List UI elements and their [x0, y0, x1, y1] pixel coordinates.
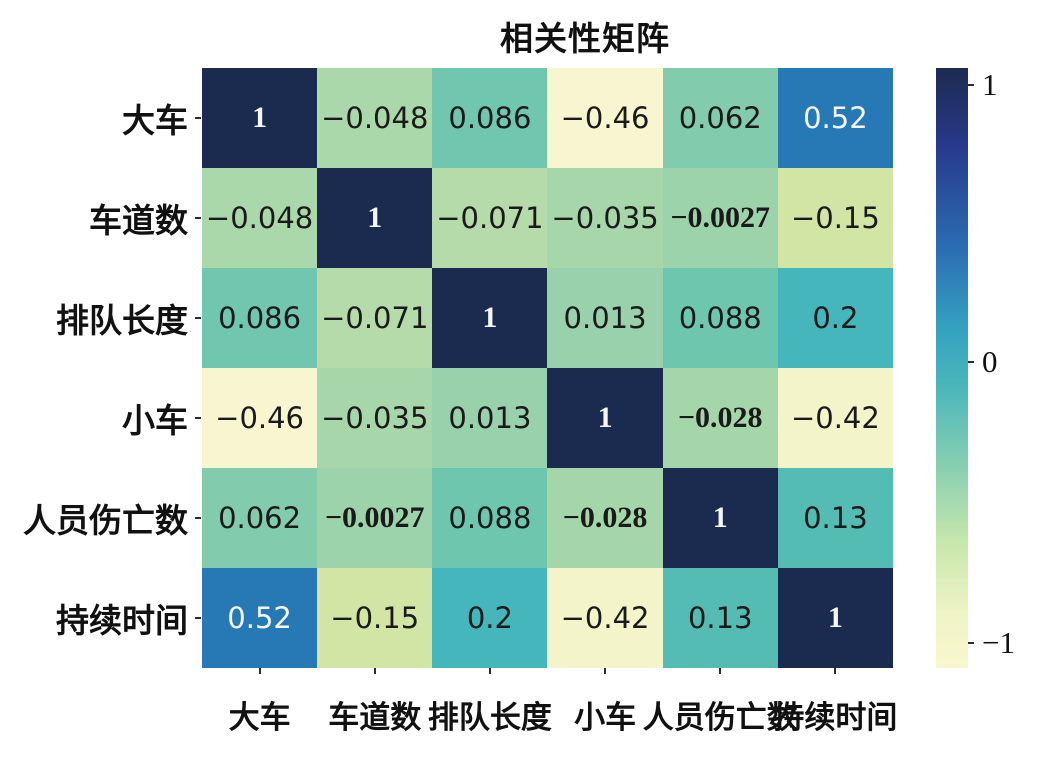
heatmap-cell-排队长度-车道数: −0.071 — [317, 268, 433, 368]
y-axis-tick — [195, 317, 201, 319]
heatmap-cell-持续时间-排队长度: 0.2 — [432, 568, 548, 668]
heatmap-cell-持续时间-大车: 0.52 — [202, 568, 318, 668]
x-axis-label-排队长度: 排队长度 — [427, 700, 552, 735]
x-axis-tick — [834, 668, 837, 674]
x-axis-label-大车: 大车 — [228, 700, 291, 735]
y-axis-label-排队长度: 排队长度 — [56, 304, 188, 340]
heatmap-cell-人员伤亡数-持续时间: 0.13 — [777, 468, 893, 568]
x-axis-tick — [719, 668, 722, 674]
heatmap-cell-车道数-车道数: 1 — [317, 168, 433, 268]
chart-title: 相关性矩阵 — [500, 22, 670, 58]
colorbar-tick-label-min: −1 — [982, 625, 1015, 660]
heatmap-cell-大车-大车: 1 — [202, 68, 318, 168]
heatmap-cell-排队长度-大车: 0.086 — [202, 268, 318, 368]
heatmap-cell-小车-小车: 1 — [547, 368, 663, 468]
heatmap-cell-小车-持续时间: −0.42 — [777, 368, 893, 468]
y-axis-label-持续时间: 持续时间 — [56, 604, 188, 640]
colorbar-tick-label-zero: 0 — [982, 344, 998, 379]
heatmap-cell-持续时间-人员伤亡数: 0.13 — [662, 568, 778, 668]
heatmap-cell-小车-车道数: −0.035 — [317, 368, 433, 468]
y-axis-label-人员伤亡数: 人员伤亡数 — [23, 504, 188, 540]
heatmap-cell-持续时间-车道数: −0.15 — [317, 568, 433, 668]
x-axis-tick — [258, 668, 261, 674]
colorbar-tick — [968, 642, 974, 644]
x-axis-tick — [373, 668, 376, 674]
x-axis-label-持续时间: 持续时间 — [773, 700, 898, 735]
heatmap-cell-排队长度-持续时间: 0.2 — [777, 268, 893, 368]
heatmap-cell-车道数-人员伤亡数: −0.0027 — [662, 168, 778, 268]
y-axis-tick — [195, 517, 201, 519]
heatmap-cell-大车-小车: −0.46 — [547, 68, 663, 168]
x-axis-label-人员伤亡数: 人员伤亡数 — [642, 700, 798, 735]
x-axis-tick — [604, 668, 607, 674]
y-axis-label-车道数: 车道数 — [89, 204, 188, 240]
heatmap-cell-车道数-持续时间: −0.15 — [777, 168, 893, 268]
y-axis-tick — [195, 117, 201, 119]
heatmap-cell-大车-持续时间: 0.52 — [777, 68, 893, 168]
heatmap-cell-人员伤亡数-小车: −0.028 — [547, 468, 663, 568]
heatmap-cell-排队长度-排队长度: 1 — [432, 268, 548, 368]
y-axis-label-小车: 小车 — [122, 404, 188, 440]
heatmap-cell-持续时间-持续时间: 1 — [777, 568, 893, 668]
heatmap-cell-人员伤亡数-大车: 0.062 — [202, 468, 318, 568]
heatmap-cell-持续时间-小车: −0.42 — [547, 568, 663, 668]
y-axis-tick — [195, 617, 201, 619]
heatmap-cell-大车-车道数: −0.048 — [317, 68, 433, 168]
heatmap-cell-排队长度-小车: 0.013 — [547, 268, 663, 368]
heatmap-cell-小车-人员伤亡数: −0.028 — [662, 368, 778, 468]
heatmap-cell-人员伤亡数-人员伤亡数: 1 — [662, 468, 778, 568]
y-axis-tick — [195, 217, 201, 219]
heatmap-cell-车道数-小车: −0.035 — [547, 168, 663, 268]
x-axis-label-车道数: 车道数 — [328, 700, 422, 735]
heatmap-grid: 1 −0.048 0.086 −0.46 0.062 0.52 −0.048 1 −0.071−… — [202, 68, 893, 668]
colorbar-tick — [968, 84, 974, 86]
heatmap-cell-大车-人员伤亡数: 0.062 — [662, 68, 778, 168]
colorbar — [936, 68, 968, 668]
y-axis-label-大车: 大车 — [122, 104, 188, 140]
heatmap-cell-人员伤亡数-车道数: −0.0027 — [317, 468, 433, 568]
colorbar-tick-label-max: 1 — [982, 67, 998, 102]
heatmap-cell-小车-排队长度: 0.013 — [432, 368, 548, 468]
y-axis-tick — [195, 417, 201, 419]
heatmap-cell-大车-排队长度: 0.086 — [432, 68, 548, 168]
x-axis-label-小车: 小车 — [574, 700, 637, 735]
colorbar-tick — [968, 361, 974, 363]
x-axis-tick — [488, 668, 491, 674]
heatmap-cell-车道数-排队长度: −0.071 — [432, 168, 548, 268]
heatmap-cell-车道数-大车: −0.048 — [202, 168, 318, 268]
heatmap-cell-排队长度-人员伤亡数: 0.088 — [662, 268, 778, 368]
heatmap-cell-人员伤亡数-排队长度: 0.088 — [432, 468, 548, 568]
heatmap-cell-小车-大车: −0.46 — [202, 368, 318, 468]
